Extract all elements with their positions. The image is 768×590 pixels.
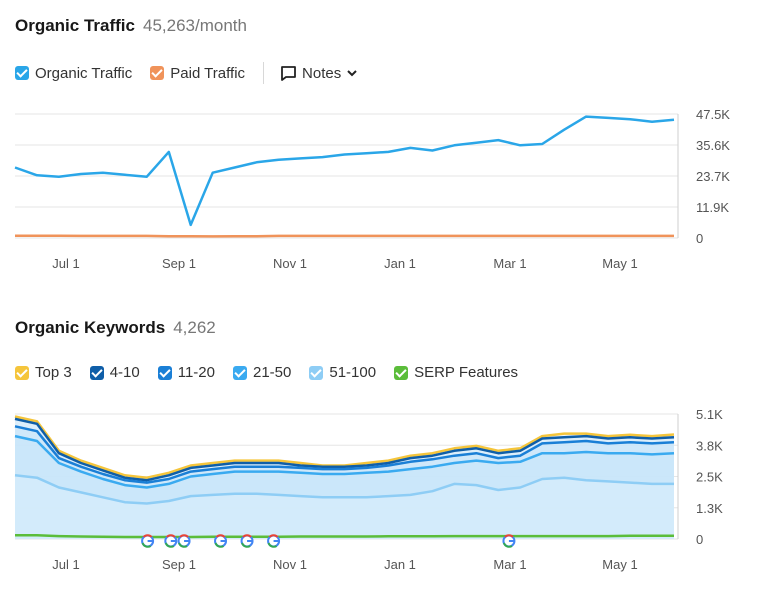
x-tick-label: Nov 1 (273, 256, 307, 271)
y-tick-label: 1.3K (696, 501, 723, 516)
legend-51-100[interactable]: 51-100 (309, 364, 376, 381)
x-tick-label: Jan 1 (384, 256, 416, 271)
google-icon[interactable] (240, 534, 254, 548)
organic-traffic-title: Organic Traffic 45,263/month (15, 16, 247, 36)
legend-serp-features-label: SERP Features (414, 364, 519, 381)
organic-keywords-value: 4,262 (173, 318, 216, 337)
y-tick-label: 0 (696, 231, 703, 246)
notes-label: Notes (302, 64, 342, 82)
series-line-51-100 (14, 474, 674, 505)
y-tick-label: 5.1K (696, 407, 723, 422)
legend-serp-features[interactable]: SERP Features (394, 364, 518, 381)
organic-traffic-value: 45,263/month (142, 16, 247, 35)
organic-keywords-chart: 5.1K 3.8K 2.5K 1.3K 0 Jul 1 Sep 1 Nov 1 Jan 1 Mar… (14, 407, 723, 572)
y-tick-label: 0 (696, 532, 703, 547)
checkbox-icon[interactable] (233, 365, 247, 380)
x-tick-label: May 1 (602, 557, 637, 572)
x-tick-label: Nov 1 (273, 557, 307, 572)
keywords-legend: Top 3 4-10 11-20 21-50 51-100 SERP Featu… (15, 364, 536, 381)
google-icon[interactable] (141, 534, 155, 548)
google-icon[interactable] (164, 534, 178, 548)
google-icon[interactable] (177, 534, 191, 548)
y-tick-label: 11.9K (696, 200, 729, 215)
series-line-paid-traffic (15, 234, 674, 238)
y-tick-label: 23.7K (696, 169, 730, 184)
google-icon[interactable] (502, 534, 516, 548)
checkbox-icon[interactable] (394, 365, 409, 380)
legend-51-100-label: 51-100 (329, 364, 377, 381)
google-icon[interactable] (214, 534, 228, 548)
series-area-51-100 (15, 475, 674, 539)
x-tick-label: May 1 (602, 256, 637, 271)
y-tick-label: 2.5K (696, 470, 723, 485)
series-line-4-10 (14, 417, 675, 482)
x-tick-label: Jul 1 (52, 256, 79, 271)
legend-21-50-label: 21-50 (253, 364, 292, 381)
x-tick-label: Sep 1 (162, 256, 196, 271)
legend-11-20[interactable]: 11-20 (157, 364, 215, 381)
chevron-down-icon (347, 70, 357, 77)
x-tick-label: Mar 1 (493, 557, 526, 572)
checkbox-icon[interactable] (15, 66, 29, 80)
organic-keywords-label: Organic Keywords (15, 318, 166, 337)
y-tick-label: 47.5K (696, 107, 730, 122)
legend-paid-traffic[interactable]: Paid Traffic (150, 65, 245, 82)
legend-11-20-label: 11-20 (177, 364, 215, 381)
series-line-serp-features (15, 534, 674, 539)
legend-top-3-label: Top 3 (35, 364, 72, 381)
organic-traffic-chart: 47.5K 35.6K 23.7K 11.9K 0 Jul 1 Sep 1 Nov 1 Jan … (14, 107, 730, 271)
x-tick-label: Jan 1 (384, 557, 416, 572)
notes-button[interactable]: Notes (280, 65, 358, 82)
series-line-11-20 (14, 425, 675, 484)
checkbox-icon[interactable] (309, 365, 324, 380)
y-tick-label: 3.8K (696, 438, 723, 453)
legend-top-3[interactable]: Top 3 (15, 364, 72, 381)
legend-divider (263, 62, 265, 84)
google-icon[interactable] (267, 534, 281, 548)
legend-4-10-label: 4-10 (109, 364, 140, 381)
checkbox-icon[interactable] (157, 365, 172, 380)
legend-organic-traffic-label: Organic Traffic (35, 64, 133, 82)
organic-traffic-label: Organic Traffic (15, 16, 135, 35)
series-line-21-50 (14, 434, 675, 489)
legend-paid-traffic-label: Paid Traffic (170, 64, 246, 82)
traffic-legend: Organic Traffic Paid Traffic Notes (15, 62, 358, 84)
organic-keywords-title: Organic Keywords 4,262 (15, 318, 216, 338)
y-tick-label: 35.6K (696, 138, 730, 153)
comment-icon (281, 65, 296, 81)
checkbox-icon[interactable] (89, 365, 104, 380)
x-tick-label: Jul 1 (52, 557, 79, 572)
checkbox-icon[interactable] (150, 66, 165, 80)
x-tick-label: Sep 1 (162, 557, 196, 572)
legend-organic-traffic[interactable]: Organic Traffic (15, 65, 132, 82)
checkbox-icon[interactable] (15, 365, 29, 380)
x-tick-label: Mar 1 (493, 256, 526, 271)
legend-21-50[interactable]: 21-50 (233, 364, 291, 381)
legend-4-10[interactable]: 4-10 (89, 364, 140, 381)
series-line-organic-traffic (14, 115, 675, 227)
